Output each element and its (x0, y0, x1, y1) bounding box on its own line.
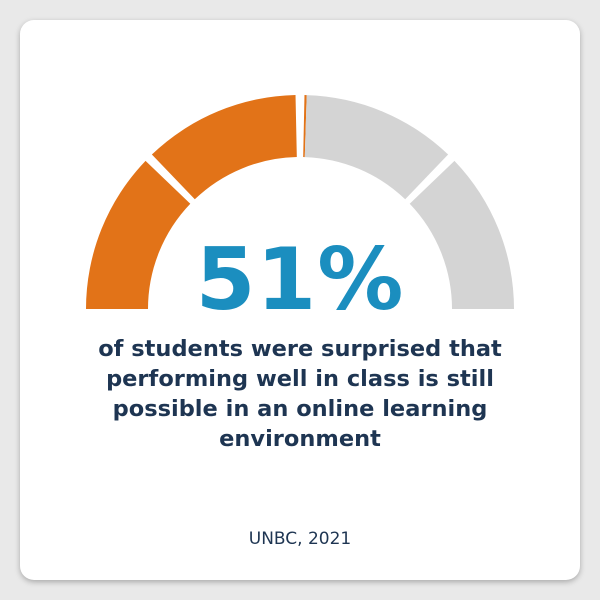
gauge-chart (86, 95, 514, 309)
gauge-segment-3-empty (304, 95, 449, 200)
source-citation: UNBC, 2021 (248, 529, 352, 549)
gauge-segment-4-empty (409, 160, 514, 309)
infographic-card: 51% of students were surprised that perf… (20, 20, 580, 580)
gauge-segment-2-filled (151, 95, 297, 200)
statistic-caption: of students were surprised that performi… (98, 336, 502, 452)
gauge-segment-3-filled (303, 95, 307, 158)
gauge-segment-1-filled (86, 160, 191, 309)
percentage-value: 51% (195, 230, 405, 330)
